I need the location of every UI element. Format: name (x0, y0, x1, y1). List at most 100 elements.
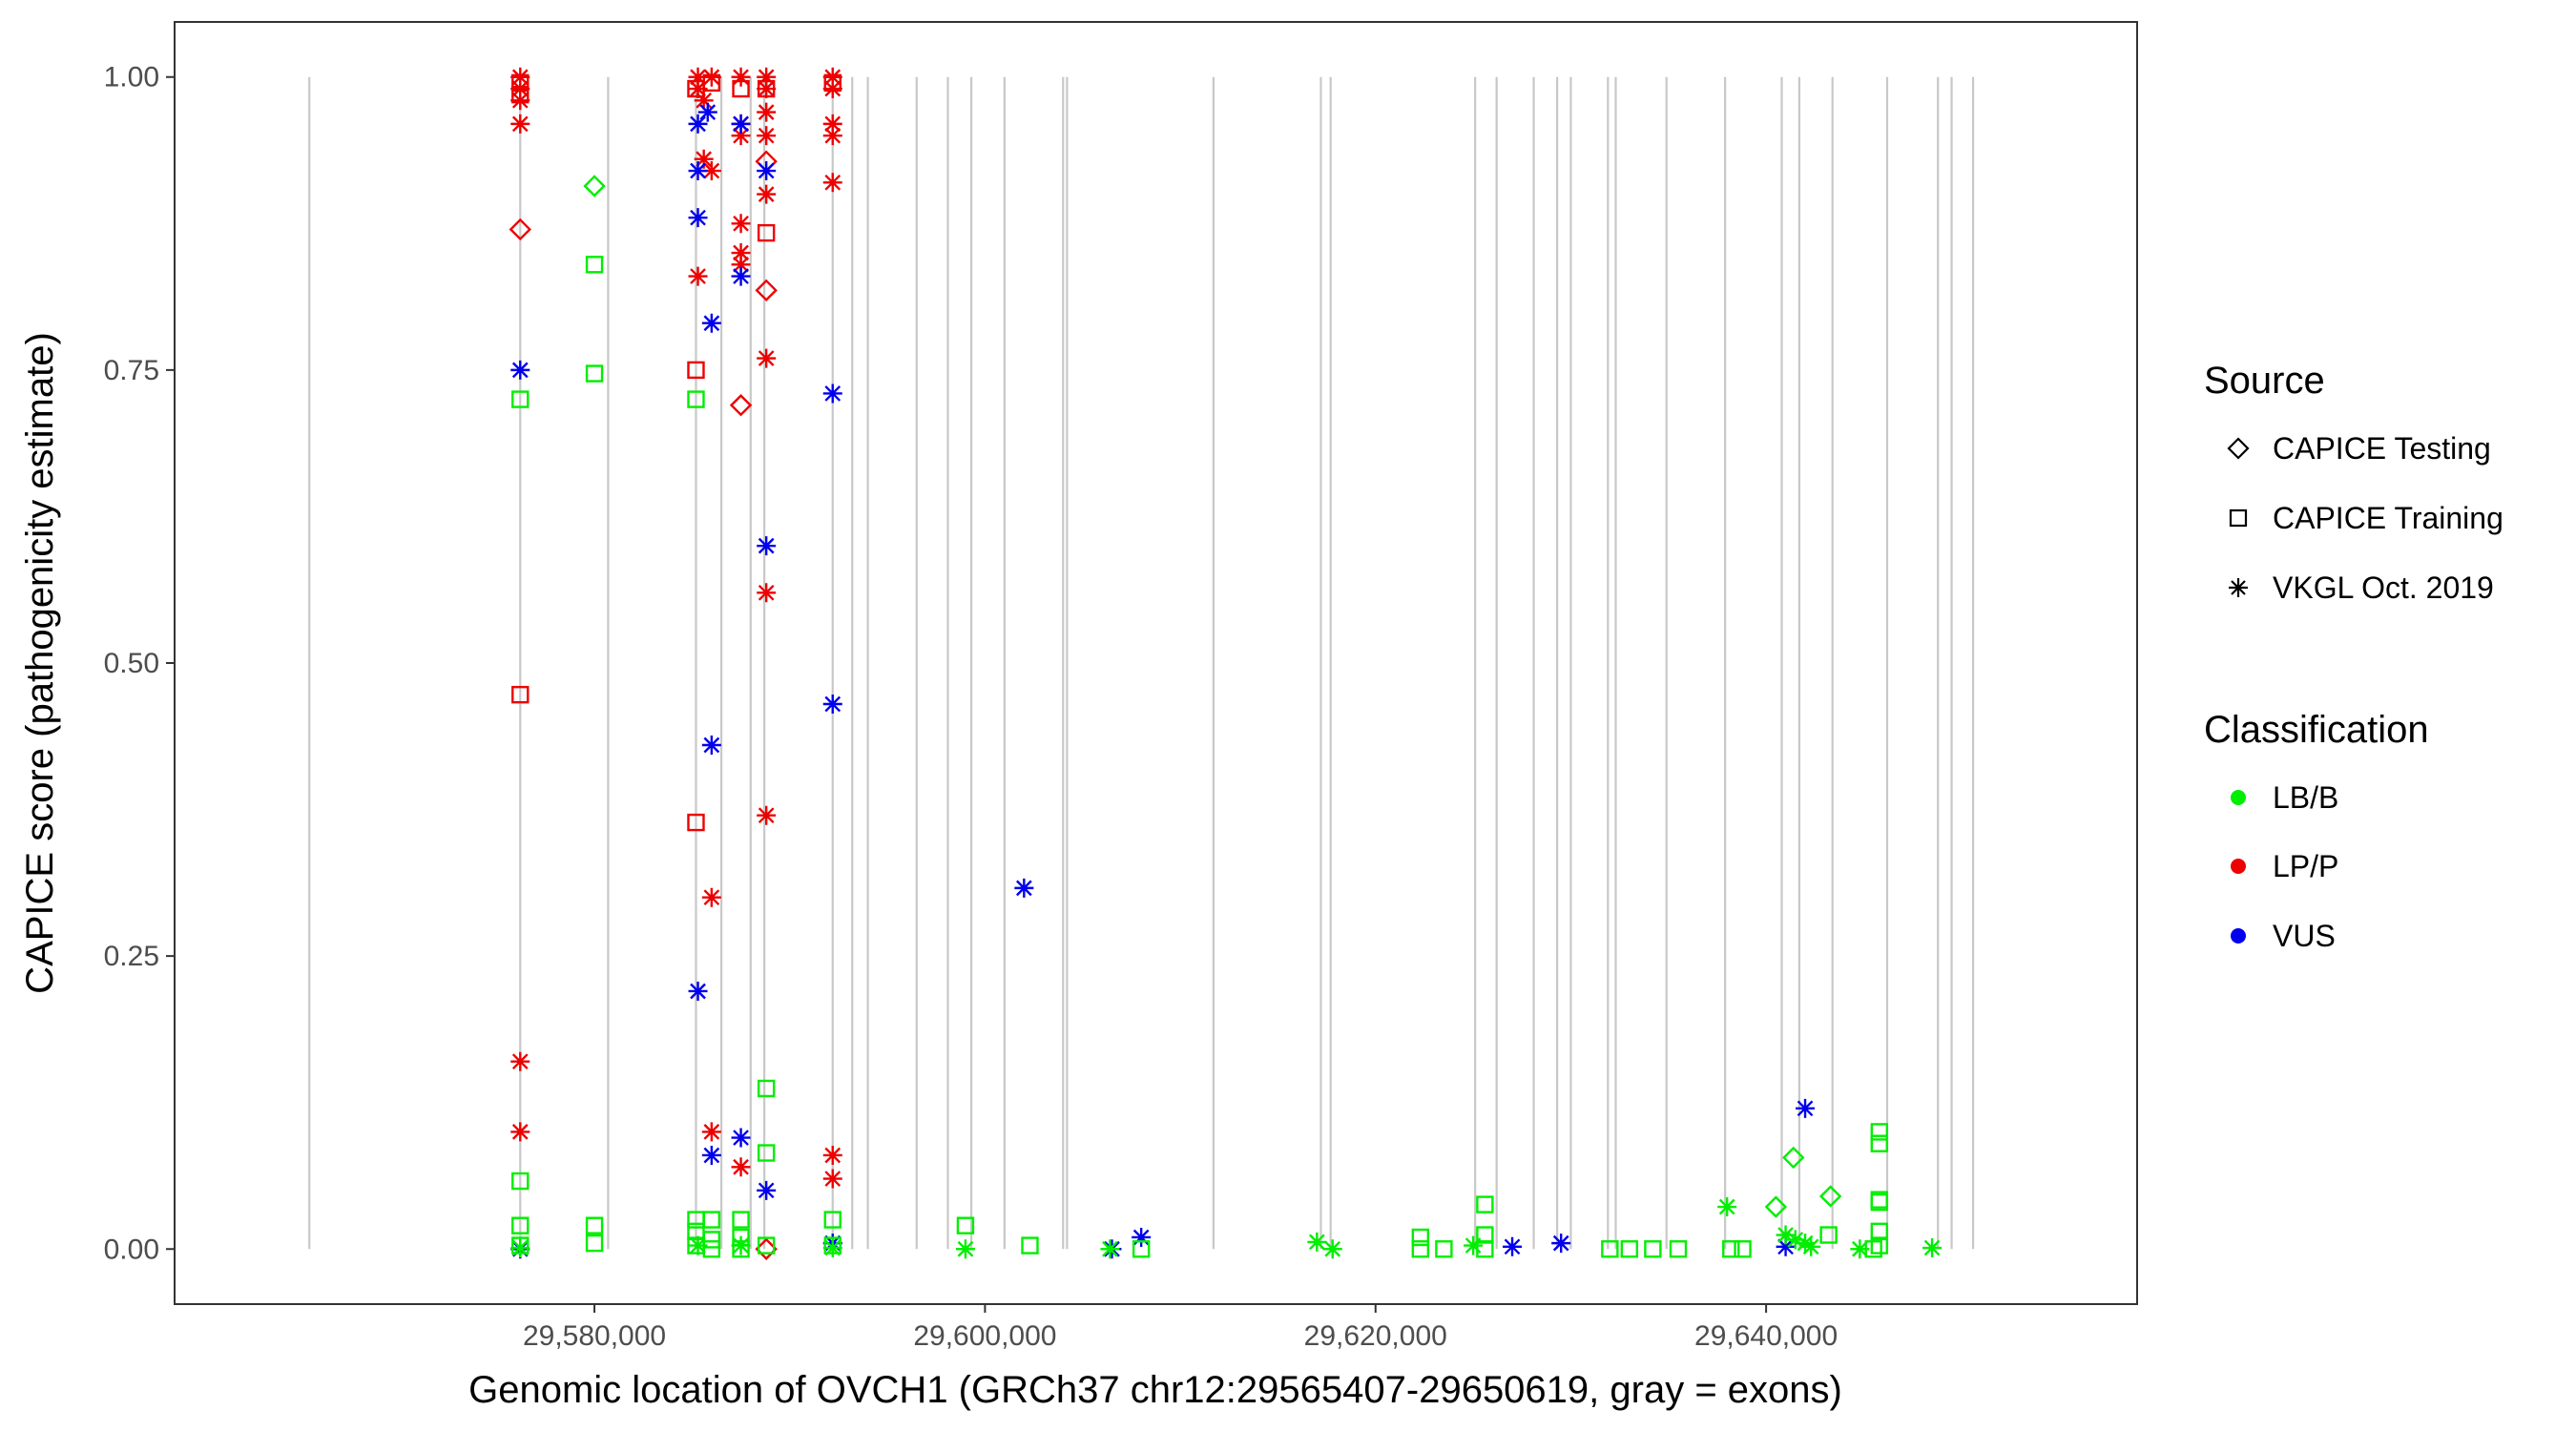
point-asterisk (701, 1122, 721, 1142)
point-asterisk (1307, 1232, 1327, 1252)
point-asterisk (822, 384, 842, 404)
point-asterisk (688, 67, 708, 87)
point-square (1601, 1240, 1619, 1258)
point-asterisk (510, 91, 530, 111)
point-asterisk (694, 149, 714, 169)
point-asterisk (731, 255, 751, 275)
y-tick-label: 1.00 (104, 62, 159, 93)
x-tick-label: 29,580,000 (523, 1320, 666, 1352)
point-diamond (509, 218, 531, 241)
point-square (732, 1211, 750, 1229)
point-square (585, 256, 604, 274)
point-diamond (1764, 1195, 1788, 1218)
point-asterisk (510, 1122, 530, 1142)
point-asterisk (731, 1157, 751, 1177)
point-asterisk (510, 1051, 530, 1071)
y-tick-label: 0.25 (104, 941, 159, 972)
point-square (757, 223, 776, 242)
point-asterisk (1796, 1234, 1816, 1254)
point-square (687, 813, 705, 832)
point-diamond (583, 175, 606, 197)
point-square (1644, 1240, 1662, 1258)
point-square (956, 1216, 975, 1234)
point-asterisk (1776, 1225, 1796, 1245)
point-square (1435, 1240, 1453, 1258)
y-tick-label: 0.75 (104, 355, 159, 386)
point-asterisk (731, 126, 751, 146)
point-diamond (1818, 1185, 1842, 1208)
legend-label-vus: VUS (2273, 919, 2336, 953)
point-asterisk (697, 102, 717, 122)
point-diamond (1782, 1146, 1805, 1170)
point-asterisk (701, 887, 721, 907)
point-asterisk (1100, 1239, 1120, 1259)
point-asterisk (731, 1128, 751, 1148)
point-square (1132, 1240, 1151, 1258)
point-asterisk (822, 126, 842, 146)
point-square (687, 361, 705, 380)
point-asterisk (757, 67, 777, 87)
point-asterisk (510, 360, 530, 380)
legend-label-capice-training: CAPICE Training (2273, 501, 2503, 535)
point-asterisk (822, 173, 842, 193)
point-asterisk (757, 805, 777, 825)
point-square (823, 73, 841, 93)
point-square (1669, 1240, 1688, 1258)
point-square (585, 364, 604, 383)
legend-classification: Classification LB/B LP/P VUS (2204, 709, 2429, 953)
point-asterisk (955, 1239, 975, 1259)
point-asterisk (688, 79, 708, 99)
point-asterisk (822, 1145, 842, 1165)
legend-key-vus (2231, 928, 2246, 944)
point-asterisk (731, 266, 751, 286)
legend-label-vkgl: VKGL Oct. 2019 (2273, 570, 2494, 605)
point-asterisk (510, 67, 530, 87)
point-asterisk (510, 1238, 530, 1258)
axes: 29,580,000 29,600,000 29,620,000 29,640,000… (104, 62, 1839, 1352)
data-points (509, 67, 1942, 1260)
point-square (732, 79, 750, 98)
point-square (585, 1234, 604, 1253)
y-tick-label: 0.00 (104, 1234, 159, 1265)
point-asterisk (757, 161, 777, 181)
legend-label-lpp: LP/P (2273, 849, 2338, 883)
point-square (1021, 1236, 1039, 1255)
point-asterisk (701, 67, 721, 87)
point-diamond (755, 1237, 778, 1260)
point-asterisk (757, 126, 777, 146)
point-square (757, 1236, 776, 1255)
point-asterisk (1551, 1234, 1571, 1254)
point-asterisk (1717, 1197, 1737, 1217)
point-asterisk (1801, 1236, 1821, 1256)
point-asterisk (1503, 1236, 1523, 1256)
legend-key-asterisk (2229, 578, 2248, 597)
point-square (702, 1211, 721, 1229)
point-asterisk (688, 208, 708, 228)
x-axis-title: Genomic location of OVCH1 (GRCh37 chr12:… (468, 1369, 1842, 1411)
point-square (823, 1211, 841, 1229)
point-asterisk (731, 1235, 751, 1255)
point-square (585, 1216, 604, 1234)
point-square (687, 390, 705, 408)
point-square (511, 85, 530, 104)
point-asterisk (1014, 878, 1034, 898)
x-tick-label: 29,640,000 (1694, 1320, 1838, 1352)
point-asterisk (731, 67, 751, 87)
point-square (511, 1216, 530, 1234)
point-square (702, 73, 721, 93)
point-square (511, 1172, 530, 1191)
point-asterisk (1464, 1235, 1484, 1255)
point-asterisk (1776, 1236, 1796, 1256)
point-diamond (729, 394, 753, 417)
point-asterisk (757, 184, 777, 204)
point-asterisk (694, 91, 714, 111)
point-asterisk (757, 1180, 777, 1200)
point-asterisk (1796, 1098, 1816, 1118)
point-asterisk (757, 79, 777, 99)
point-square (511, 73, 530, 93)
point-square (1620, 1240, 1639, 1258)
point-asterisk (510, 114, 530, 134)
point-square (1870, 1123, 1889, 1141)
point-asterisk (688, 161, 708, 181)
point-square (757, 79, 776, 98)
